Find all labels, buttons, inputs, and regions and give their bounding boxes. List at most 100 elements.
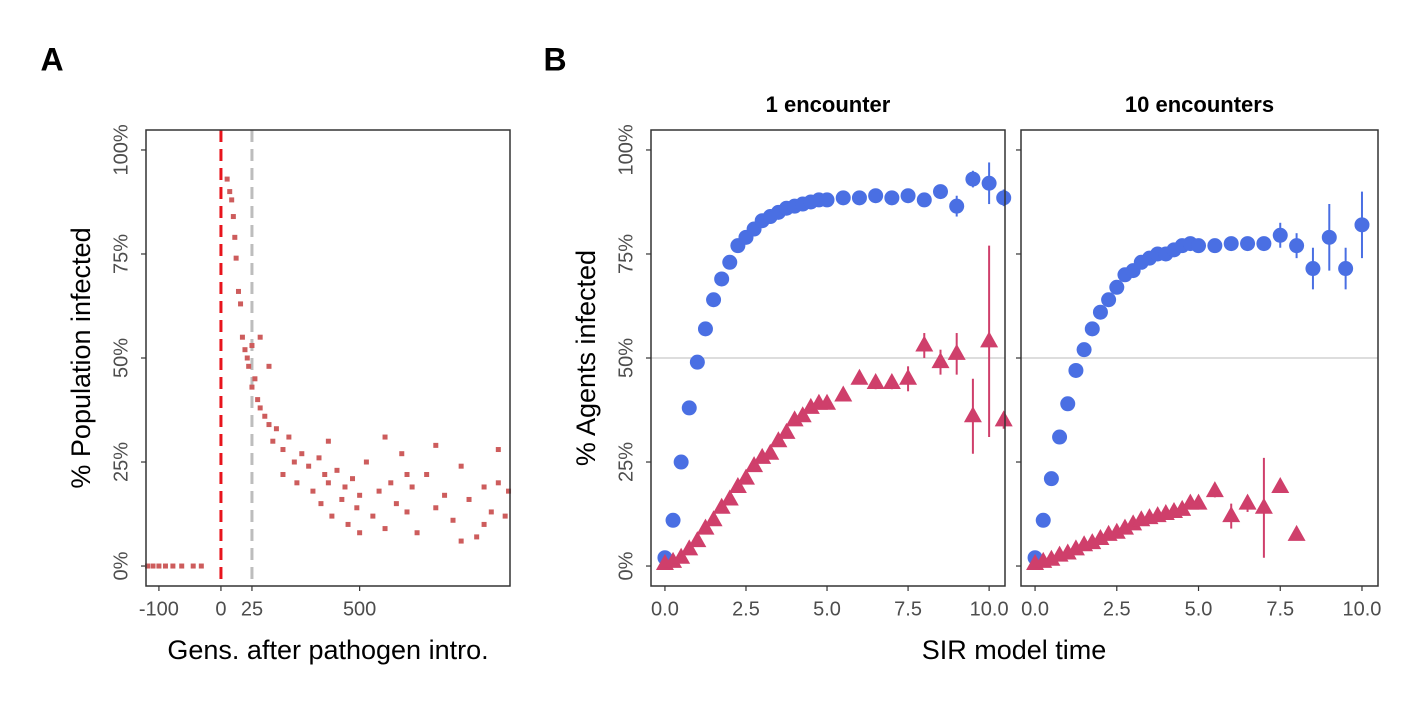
point (433, 505, 439, 511)
point (1191, 238, 1207, 254)
point (1066, 539, 1085, 556)
point (198, 563, 204, 569)
y-tick-label: 25% (615, 442, 637, 482)
point (316, 455, 322, 461)
point (409, 484, 415, 490)
point (229, 197, 235, 203)
point (244, 355, 250, 361)
point (1052, 429, 1068, 445)
y-axis-title: % Population infected (66, 227, 96, 488)
x-tick-label: 0.0 (651, 598, 679, 620)
point (357, 492, 363, 498)
point (947, 343, 966, 360)
point (481, 484, 487, 490)
point (834, 385, 853, 402)
x-tick-label: -100 (139, 598, 179, 620)
point (357, 530, 363, 536)
plot-frame (145, 129, 511, 587)
y-tick-label: 50% (615, 338, 637, 378)
point (404, 471, 410, 477)
point (162, 563, 168, 569)
point (334, 467, 340, 473)
point (851, 190, 867, 206)
point (1271, 476, 1290, 493)
point (233, 255, 239, 261)
point (1107, 522, 1126, 539)
point (488, 509, 494, 515)
point (474, 534, 480, 540)
point (442, 492, 448, 498)
point (252, 376, 258, 382)
x-axis-title: Gens. after pathogen intro. (167, 635, 488, 665)
point (1287, 524, 1306, 541)
point (1091, 528, 1110, 545)
point (1256, 236, 1272, 252)
point (270, 438, 276, 444)
point (350, 476, 356, 482)
point (325, 438, 331, 444)
point (280, 471, 286, 477)
x-tick-label: 500 (343, 598, 376, 620)
x-tick-label: 25 (241, 598, 263, 620)
point (458, 463, 464, 469)
point (1068, 362, 1084, 378)
facet-title: 10 encounters (1125, 92, 1274, 117)
point (322, 471, 328, 477)
point (714, 271, 730, 287)
point (777, 422, 796, 439)
point (235, 288, 241, 294)
point (481, 521, 487, 527)
panel-label: B (543, 41, 566, 77)
point (506, 488, 512, 494)
point (329, 513, 335, 519)
point (1042, 549, 1061, 566)
point (899, 368, 918, 385)
y-tick-label: 25% (110, 442, 132, 482)
point (266, 363, 272, 369)
point (712, 497, 731, 514)
point (363, 459, 369, 465)
x-tick-label: 5.0 (813, 598, 841, 620)
point (266, 422, 272, 428)
point (318, 501, 324, 507)
point (388, 480, 394, 486)
x-tick-label: 10.0 (970, 598, 1009, 620)
point (697, 321, 713, 337)
point (696, 518, 715, 535)
point (1222, 506, 1241, 523)
point (1189, 493, 1208, 510)
point (819, 192, 835, 208)
x-tick-label: 5.0 (1185, 598, 1213, 620)
point (404, 509, 410, 515)
point (720, 489, 739, 506)
point (382, 434, 388, 440)
point (376, 488, 382, 494)
point (1060, 396, 1076, 412)
point (299, 451, 305, 457)
x-tick-label: 7.5 (894, 598, 922, 620)
point (232, 234, 238, 240)
point (915, 335, 934, 352)
x-tick-label: 7.5 (1266, 598, 1294, 620)
point (227, 189, 233, 195)
point (1173, 499, 1192, 516)
y-tick-label: 75% (110, 234, 132, 274)
point (722, 254, 738, 270)
x-axis-title: SIR model time (922, 635, 1107, 665)
point (370, 513, 376, 519)
point (1083, 533, 1102, 550)
x-tick-label: 0 (215, 598, 226, 620)
point (424, 471, 430, 477)
point (345, 521, 351, 527)
plot-frame (650, 129, 1006, 587)
point (994, 410, 1013, 427)
point (239, 334, 245, 340)
point (280, 447, 286, 453)
point (689, 354, 705, 370)
point (704, 510, 723, 527)
y-tick-label: 100% (110, 124, 132, 175)
point (495, 480, 501, 486)
point (1205, 481, 1224, 498)
point (310, 488, 316, 494)
point (931, 352, 950, 369)
